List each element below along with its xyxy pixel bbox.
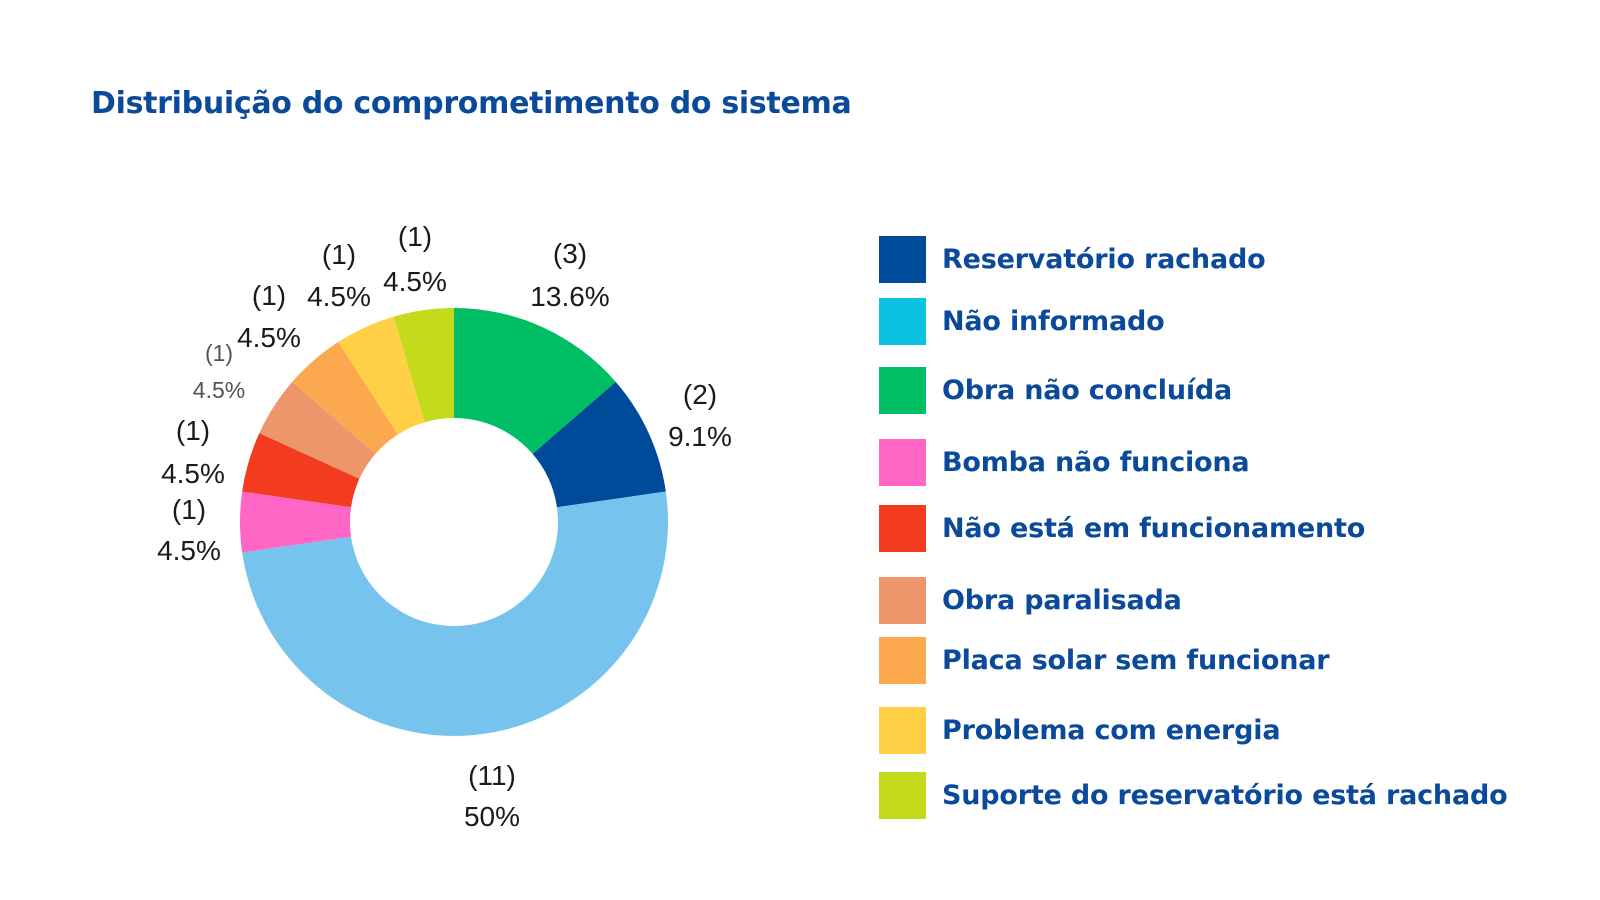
chart-title: Distribuição do comprometimento do siste… — [91, 86, 852, 121]
data-label: (1) — [322, 239, 356, 270]
data-label: 9.1% — [668, 421, 732, 452]
legend-item: Reservatório rachado — [879, 236, 1579, 283]
legend-label: Obra não concluída — [942, 375, 1233, 406]
chart-legend: Reservatório rachado Não informado Obra … — [879, 236, 1579, 819]
data-label: 13.6% — [530, 281, 609, 312]
donut-slice — [454, 308, 616, 454]
legend-item: Não informado — [879, 298, 1579, 345]
legend-item: Suporte do reservatório está rachado — [879, 772, 1579, 819]
legend-label: Obra paralisada — [942, 585, 1182, 616]
legend-label: Não está em funcionamento — [942, 513, 1366, 544]
legend-swatch — [879, 772, 926, 819]
data-label: (1) — [205, 340, 233, 366]
legend-swatch — [879, 707, 926, 754]
donut-slices — [239, 308, 668, 736]
donut-slice — [242, 433, 360, 508]
donut-slice — [393, 308, 454, 423]
legend-item: Problema com energia — [879, 707, 1579, 754]
legend-item: Não está em funcionamento — [879, 505, 1579, 552]
data-label: (1) — [252, 280, 286, 311]
donut-slice — [242, 491, 668, 736]
data-label: 4.5% — [237, 322, 301, 353]
data-label: 4.5% — [193, 377, 245, 403]
legend-label: Suporte do reservatório está rachado — [942, 780, 1508, 811]
legend-swatch — [879, 439, 926, 486]
data-label: (1) — [172, 494, 206, 525]
legend-item: Obra paralisada — [879, 577, 1579, 624]
legend-swatch — [879, 577, 926, 624]
legend-item: Bomba não funciona — [879, 439, 1579, 486]
legend-label: Problema com energia — [942, 715, 1281, 746]
data-label: (1) — [398, 221, 432, 252]
donut-slice — [292, 341, 398, 454]
legend-label: Bomba não funciona — [942, 447, 1250, 478]
data-label: 4.5% — [161, 458, 225, 489]
legend-swatch — [879, 236, 926, 283]
legend-label: Reservatório rachado — [942, 244, 1266, 275]
legend-swatch — [879, 505, 926, 552]
data-label: (2) — [683, 379, 717, 410]
data-label: (3) — [553, 238, 587, 269]
legend-swatch — [879, 298, 926, 345]
data-label: (11) — [468, 760, 516, 791]
donut-slice — [532, 381, 666, 508]
legend-item: Obra não concluída — [879, 367, 1579, 414]
data-label: 4.5% — [157, 535, 221, 566]
data-labels: (3)13.6%(2)9.1%(11)50%(1)4.5%(1)4.5%(1)4… — [157, 221, 732, 832]
legend-swatch — [879, 637, 926, 684]
legend-label: Placa solar sem funcionar — [942, 645, 1330, 676]
donut-slice — [338, 316, 425, 435]
data-label: 4.5% — [383, 266, 447, 297]
donut-slice — [239, 491, 352, 553]
data-label: (1) — [176, 415, 210, 446]
legend-item: Placa solar sem funcionar — [879, 637, 1579, 684]
legend-label: Não informado — [942, 306, 1165, 337]
legend-swatch — [879, 367, 926, 414]
donut-slice — [259, 381, 376, 479]
data-label: 4.5% — [307, 281, 371, 312]
data-label: 50% — [464, 801, 520, 832]
